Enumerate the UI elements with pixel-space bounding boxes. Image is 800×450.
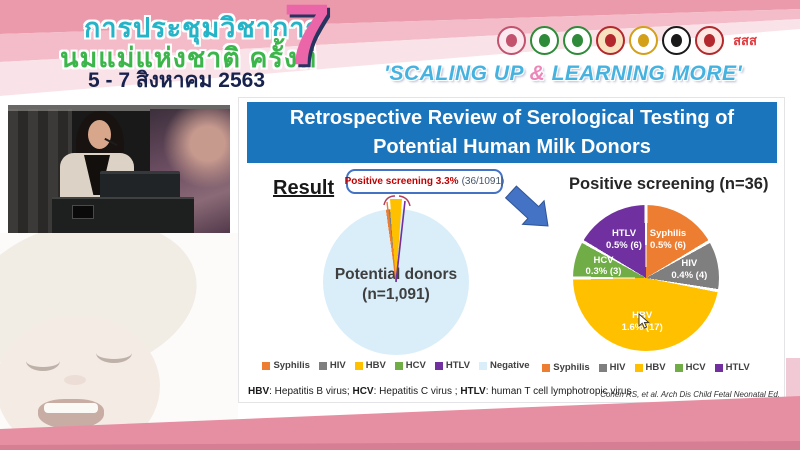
callout-pointer xyxy=(383,195,411,207)
legend-item-hbv: HBV xyxy=(354,360,386,371)
pie-slice-label-htlv: HTLV 0.5% (6) xyxy=(606,228,642,251)
conference-dates: 5 - 7 สิงหาคม 2563 xyxy=(88,69,266,92)
potential-pie-legend: Syphilis HIV HBV HCV HTLV Negative xyxy=(246,360,546,371)
legend-label: Syphilis xyxy=(273,360,310,371)
legend-label: HIV xyxy=(609,362,626,373)
baby-eye xyxy=(26,351,60,371)
blue-arrow xyxy=(504,185,549,227)
footnote-segment: HCV xyxy=(352,386,374,397)
legend-item-hiv: HIV xyxy=(598,362,626,373)
edition-number: 7 xyxy=(283,0,331,83)
legend-item-htlv: HTLV xyxy=(434,360,470,371)
logo-glyph xyxy=(671,34,682,47)
legend-label: HCV xyxy=(685,362,706,373)
right-edge-strip xyxy=(786,358,800,398)
pie-slice-label-syphilis: Syphilis 0.5% (6) xyxy=(649,228,687,251)
conference-title-line2: นมแม่แห่งชาติ ครั้งที่ xyxy=(60,43,317,73)
result-label: Result xyxy=(273,177,335,199)
logo-glyph xyxy=(638,34,649,47)
footnote-segment: : Hepatitis B virus; xyxy=(269,386,353,397)
logo-glyph xyxy=(704,34,715,47)
royal-college-crest-logo xyxy=(629,26,658,55)
legend-label: Negative xyxy=(489,360,530,371)
podium-screen xyxy=(72,205,94,219)
footnote-segment: : Hepatitis C virus ; xyxy=(373,386,461,397)
legend-swatch xyxy=(434,361,443,370)
legend-label: HTLV xyxy=(445,360,470,371)
legend-label: HCV xyxy=(405,360,426,371)
bottom-band xyxy=(0,396,800,450)
positive-screening-pie: Syphilis 0.5% (6) HIV 0.4% (4) HBV 1.6% (17) H… xyxy=(573,205,719,351)
breastfeeding-foundation-logo xyxy=(497,26,526,55)
tagline-part1: 'SCALING UP xyxy=(384,62,530,85)
legend-item-negative: Negative xyxy=(478,360,530,371)
screening-callout: Positive screening 3.3% (36/1091) xyxy=(344,169,505,194)
footnote-segment: HTLV xyxy=(460,386,486,397)
legend-item-hiv: HIV xyxy=(318,360,346,371)
legend-label: HIV xyxy=(329,360,346,371)
legend-label: HBV xyxy=(365,360,386,371)
thai-health-sss-logo: สสส xyxy=(733,33,757,48)
potential-donors-label: Potential donors (n=1,091) xyxy=(326,265,466,305)
legend-swatch xyxy=(262,361,271,370)
logo-glyph xyxy=(605,34,616,47)
legend-label: HTLV xyxy=(725,362,750,373)
logo-row: สสส xyxy=(497,26,762,55)
callout-detail: (36/1091) xyxy=(461,176,505,187)
legend-label: Syphilis xyxy=(553,362,590,373)
presenter-face xyxy=(88,120,111,149)
positive-screening-title: Positive screening (n=36) xyxy=(569,175,769,193)
footnote-segment: HBV xyxy=(248,386,270,397)
tagline-part2: LEARNING MORE' xyxy=(545,62,743,85)
legend-item-htlv: HTLV xyxy=(714,362,750,373)
black-emblem-logo xyxy=(662,26,691,55)
potential-donors-label-line1: Potential donors xyxy=(334,265,458,283)
university-crest-logo xyxy=(596,26,625,55)
slide: Retrospective Review of Serological Test… xyxy=(238,97,785,408)
green-seal-logo xyxy=(530,26,559,55)
slide-footnote: HBV: Hepatitis B virus; HCV: Hepatitis C… xyxy=(248,386,632,397)
presenter-video xyxy=(8,105,230,233)
tagline: 'SCALING UP & LEARNING MORE' xyxy=(384,62,742,86)
positive-pie-legend: Syphilis HIV HBV HCV HTLV xyxy=(536,362,756,373)
legend-swatch xyxy=(714,363,723,372)
red-emblem-logo xyxy=(695,26,724,55)
pie-slice-label-hbv: HBV 1.6% (17) xyxy=(621,309,663,333)
footnote-segment: : human T cell lymphotropic virus xyxy=(485,386,632,397)
legend-item-hcv: HCV xyxy=(674,362,706,373)
logo-glyph xyxy=(572,34,583,47)
legend-swatch xyxy=(674,363,683,372)
stage-ceiling xyxy=(8,105,230,111)
legend-swatch xyxy=(318,361,327,370)
baby-teeth xyxy=(44,403,98,413)
baby-eye xyxy=(96,343,132,363)
pie-slice-label-hiv: HIV 0.4% (4) xyxy=(671,258,708,282)
slide-title: Retrospective Review of Serological Test… xyxy=(247,102,777,163)
potential-donors-pie: Potential donors (n=1,091) xyxy=(323,209,469,355)
potential-donors-label-line2: (n=1,091) xyxy=(362,285,430,303)
legend-item-hbv: HBV xyxy=(634,362,666,373)
legend-swatch xyxy=(598,363,607,372)
logo-glyph xyxy=(506,34,517,47)
callout-highlight: Positive screening 3.3% xyxy=(344,176,459,187)
legend-swatch xyxy=(394,361,403,370)
logo-glyph xyxy=(539,34,550,47)
legend-item-syphilis: Syphilis xyxy=(262,360,310,371)
conference-title-line1: การประชุมวิชาการ xyxy=(84,13,321,43)
legend-swatch xyxy=(354,361,363,370)
legend-swatch xyxy=(634,363,643,372)
public-health-logo xyxy=(563,26,592,55)
tagline-ampersand: & xyxy=(529,62,546,85)
baby-nose xyxy=(64,375,86,385)
legend-item-hcv: HCV xyxy=(394,360,426,371)
legend-swatch xyxy=(478,361,487,370)
legend-swatch xyxy=(542,363,551,372)
legend-item-syphilis: Syphilis xyxy=(542,362,590,373)
pie-slice-label-hcv: HCV 0.3% (3) xyxy=(585,254,622,278)
legend-label: HBV xyxy=(645,362,666,373)
